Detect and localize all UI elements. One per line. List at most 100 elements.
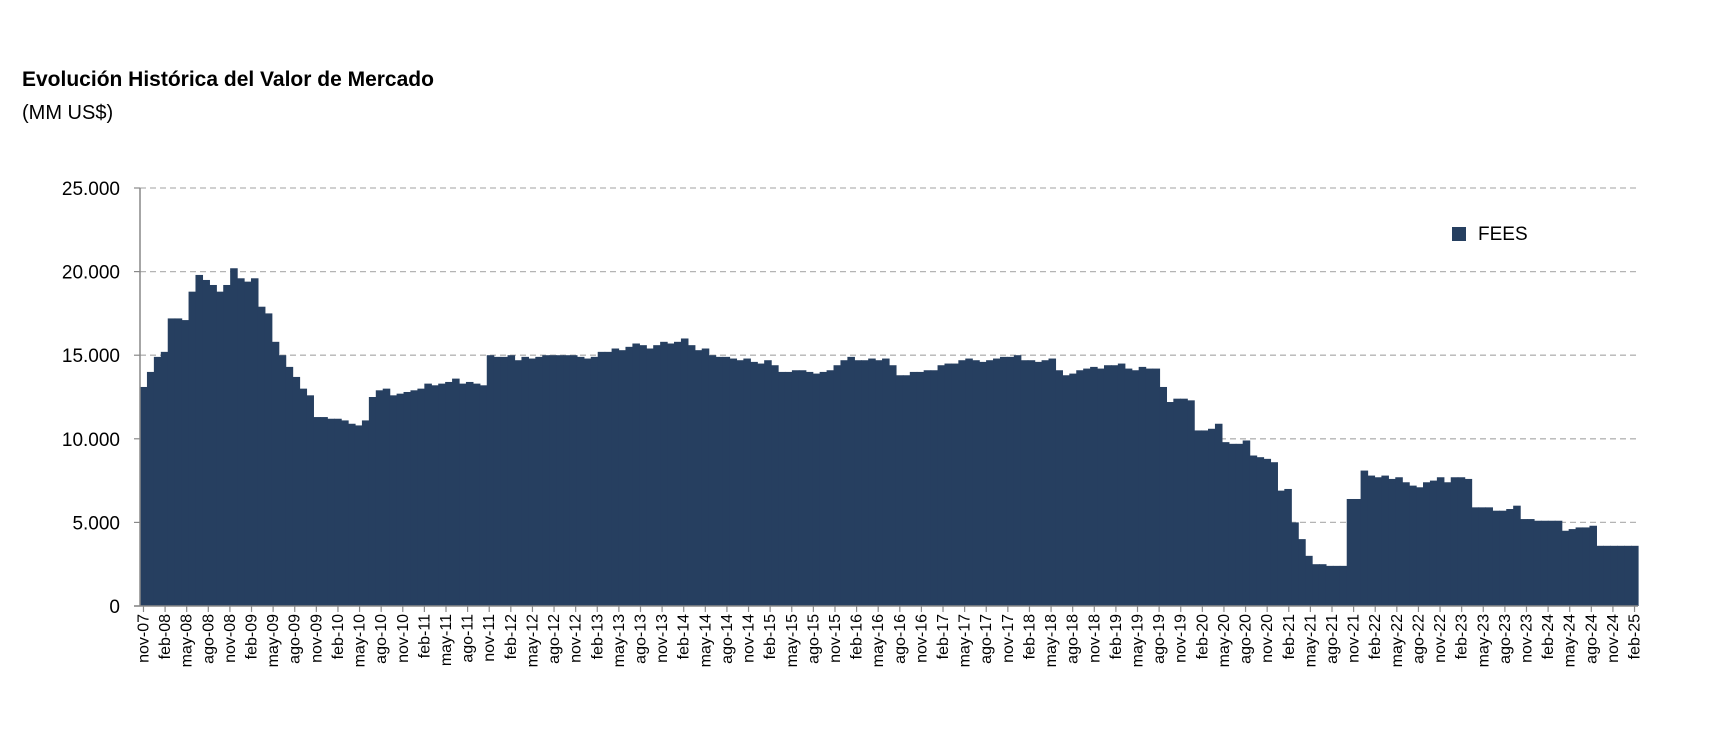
series-bar: [417, 388, 425, 606]
series-bar: [202, 279, 210, 606]
series-bar: [999, 356, 1008, 606]
series-bar: [1006, 356, 1015, 606]
series-bar: [1360, 470, 1369, 606]
series-bar: [334, 418, 342, 606]
series-bar: [791, 370, 800, 606]
series-bar: [1589, 525, 1597, 606]
series-bar: [1263, 458, 1272, 606]
series-bar: [875, 360, 883, 606]
series-bar: [1173, 398, 1181, 606]
series-bar: [1533, 520, 1542, 606]
series-bar: [590, 356, 599, 606]
series-bar: [535, 356, 543, 606]
series-bar: [798, 370, 807, 606]
x-tick-label: feb-09: [244, 614, 261, 659]
series-bar: [1242, 440, 1251, 606]
series-bar: [1062, 375, 1070, 606]
x-tick-label: feb-24: [1540, 614, 1557, 659]
x-tick-label: ago-12: [546, 614, 563, 664]
series-bar: [306, 395, 314, 606]
series-bar: [459, 383, 467, 606]
series-bar: [1353, 498, 1362, 606]
series-bar: [1117, 363, 1126, 606]
series-bar: [542, 355, 550, 606]
series-bar: [465, 381, 474, 606]
series-bar: [1409, 485, 1417, 606]
y-tick-label: 5.000: [72, 513, 120, 534]
series-bar: [1381, 475, 1389, 606]
x-tick-label: may-10: [352, 614, 369, 667]
series-bar: [1346, 498, 1355, 606]
series-bar: [1194, 430, 1202, 606]
x-tick-label: ago-17: [978, 614, 995, 664]
series-bar: [1596, 545, 1604, 606]
series-bar: [1235, 443, 1244, 606]
series-bar: [1166, 402, 1174, 606]
x-tick-label: feb-18: [1021, 614, 1038, 659]
x-tick-label: nov-11: [481, 614, 498, 662]
series-bar: [680, 338, 689, 606]
series-bar: [889, 365, 897, 606]
series-bar: [389, 395, 398, 606]
series-bar: [1131, 370, 1140, 606]
series-bar: [944, 363, 953, 606]
series-bar: [278, 355, 287, 606]
series-bar: [895, 375, 904, 606]
series-bar: [667, 343, 675, 606]
series-bar: [750, 361, 758, 606]
series-bar: [993, 358, 1001, 606]
series-bar: [1423, 482, 1431, 606]
series-bar: [1055, 370, 1063, 606]
series-bar: [1367, 475, 1376, 606]
series-bar: [285, 366, 294, 606]
y-tick-label: 0: [109, 597, 120, 618]
series-bar: [368, 397, 377, 606]
x-tick-label: nov-15: [827, 614, 844, 663]
series-bar: [1540, 520, 1549, 606]
x-tick-label: nov-12: [568, 614, 585, 663]
series-bar: [250, 278, 259, 606]
series-bar: [563, 355, 571, 606]
series-bar: [951, 363, 959, 606]
axes: [134, 188, 1638, 607]
series-bar: [916, 371, 925, 606]
series-bar: [313, 417, 321, 606]
series-layer: [140, 268, 1639, 606]
series-bar: [653, 345, 661, 606]
series-bar: [1506, 509, 1514, 606]
series-bar: [1464, 478, 1473, 606]
series-bar: [1554, 520, 1563, 606]
series-bar: [687, 345, 696, 606]
series-bar: [486, 355, 495, 606]
series-bar: [1395, 477, 1403, 606]
series-bar: [868, 358, 876, 606]
series-bar: [216, 291, 224, 606]
series-bar: [1492, 510, 1500, 606]
x-tick-label: may-09: [265, 614, 282, 667]
x-tick-label: ago-09: [287, 614, 304, 664]
x-tick-label: may-22: [1389, 614, 1406, 667]
series-bar: [986, 360, 994, 606]
x-tick-label: nov-17: [1000, 614, 1017, 663]
series-bar: [237, 278, 245, 606]
x-tick-label: nov-13: [654, 614, 671, 663]
series-bar: [181, 320, 190, 606]
x-tick-label: ago-10: [373, 614, 390, 664]
series-bar: [230, 268, 238, 606]
series-bar: [292, 376, 301, 606]
series-bar: [341, 420, 349, 606]
x-tick-label: may-14: [697, 614, 714, 667]
x-tick-label: ago-16: [892, 614, 909, 664]
series-bar: [604, 351, 613, 606]
series-bar: [507, 355, 516, 606]
series-bar: [1228, 443, 1237, 606]
series-bar: [1270, 462, 1278, 606]
series-bar: [1041, 360, 1050, 606]
series-bar: [1471, 507, 1480, 606]
x-tick-label: feb-08: [157, 614, 174, 659]
series-bar: [1214, 423, 1223, 606]
y-tick-label: 15.000: [62, 346, 120, 367]
x-tick-label: ago-15: [805, 614, 822, 664]
x-tick-label: feb-20: [1194, 614, 1211, 659]
